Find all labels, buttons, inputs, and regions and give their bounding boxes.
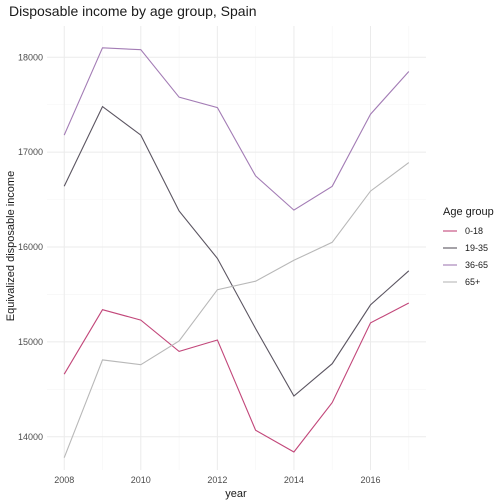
x-tick-label: 2008 [54,475,74,485]
x-tick-label: 2012 [207,475,227,485]
series-line-0-18 [63,302,410,453]
x-tick-label: 2014 [284,475,304,485]
legend: Age group 0-18 19-35 36-65 65+ [443,206,494,287]
chart-title: Disposable income by age group, Spain [9,3,257,19]
legend-label: 0-18 [465,226,483,236]
series-lines [63,47,410,458]
legend-label: 65+ [465,277,480,287]
y-tick-label: 18000 [18,52,43,62]
y-tick-label: 17000 [18,147,43,157]
series-line-65+ [63,162,410,458]
legend-title: Age group [443,206,494,218]
series-line-36-65 [63,47,410,211]
legend-label: 19-35 [465,243,488,253]
x-tick-label: 2016 [360,475,380,485]
series-line-19-35 [63,105,410,397]
x-axis-label: year [225,488,247,500]
y-tick-label: 14000 [18,432,43,442]
y-tick-label: 16000 [18,242,43,252]
axis-ticks: 2008 2010 2012 2014 2016 14000 15000 16000 17000… [18,52,381,485]
y-axis-label: Equivalized disposable income [5,171,17,321]
y-tick-label: 15000 [18,337,43,347]
grid [47,26,426,470]
legend-label: 36-65 [465,260,488,270]
x-tick-label: 2010 [131,475,151,485]
